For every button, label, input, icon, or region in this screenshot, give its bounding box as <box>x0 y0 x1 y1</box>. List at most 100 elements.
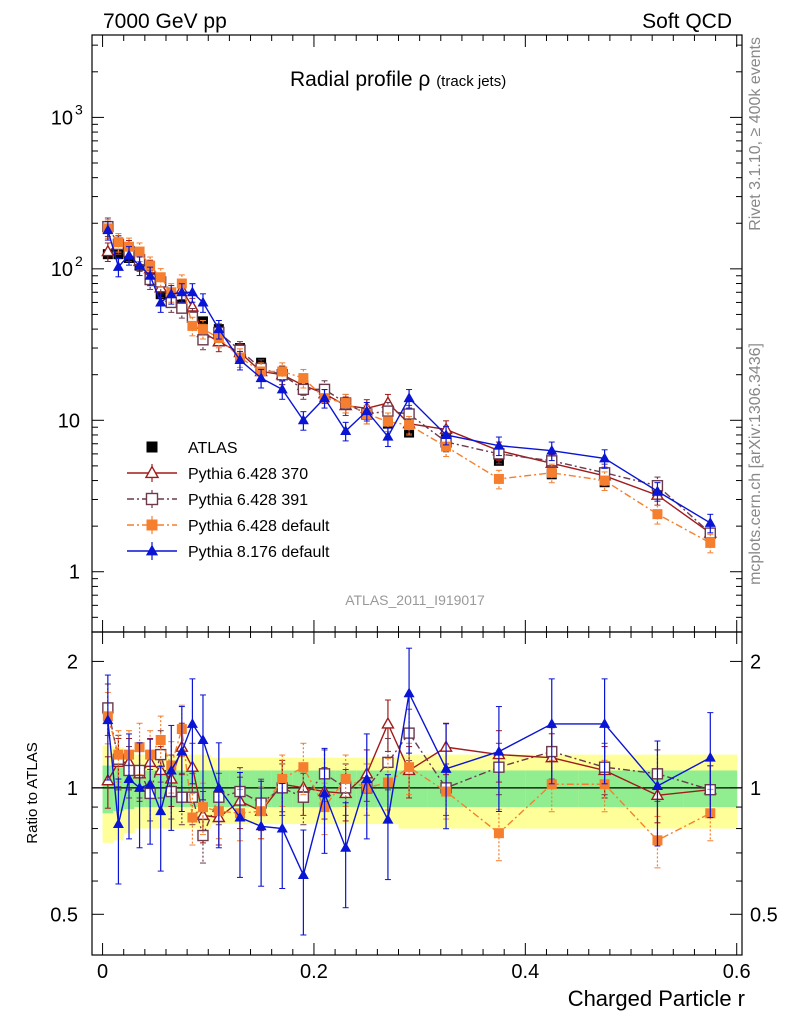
data-point <box>197 334 209 346</box>
series-line-4 <box>107 229 711 524</box>
ratio-line-3 <box>107 690 711 878</box>
data-point <box>651 485 663 496</box>
ratio-point <box>546 718 558 728</box>
data-point <box>403 408 415 420</box>
data-point <box>176 302 188 314</box>
data-point <box>704 517 716 527</box>
ratio-point <box>319 787 331 798</box>
data-point <box>276 383 288 394</box>
data-point <box>277 366 288 377</box>
data-point <box>493 473 504 484</box>
ratio-point <box>112 818 124 829</box>
ratio-point <box>440 763 452 773</box>
x-tick-label: 0.4 <box>511 961 539 983</box>
ratio-point <box>382 813 394 824</box>
data-point <box>123 249 135 260</box>
ratio-point <box>255 820 267 831</box>
x-axis-label: Charged Particle r <box>568 986 745 1011</box>
data-point <box>165 288 177 299</box>
data-point <box>187 320 198 331</box>
data-point <box>113 237 124 248</box>
rivet-label: Rivet 3.1.10, ≥ 400k events <box>747 37 764 231</box>
ratio-band-inner <box>197 770 212 808</box>
ratio-point <box>381 716 395 729</box>
ratio-point <box>276 822 288 833</box>
data-point <box>186 286 198 297</box>
ratio-point <box>704 751 716 762</box>
ratio-frame <box>91 631 743 956</box>
ratio-point <box>403 687 415 698</box>
data-point <box>382 430 394 441</box>
data-point <box>101 244 115 257</box>
legend-marker <box>145 544 159 556</box>
ratio-point <box>186 718 198 728</box>
ratio-point <box>197 829 209 842</box>
chart-title: Radial profile ρ (track jets) <box>290 68 506 91</box>
series-line-2 <box>107 226 711 534</box>
ratio-point <box>176 745 188 756</box>
data-point <box>134 246 145 257</box>
ratio-point <box>165 764 177 775</box>
ratio-y-tick-label-right: 1 <box>750 778 761 800</box>
legend-marker <box>146 441 158 453</box>
ratio-point <box>404 762 415 773</box>
legend-label: Pythia 6.428 391 <box>188 492 308 509</box>
y-tick-label: 1 <box>69 562 80 584</box>
y-tick-label: 10 <box>51 259 73 281</box>
legend-marker <box>146 519 158 531</box>
main-frame <box>91 34 743 633</box>
data-point <box>361 405 373 416</box>
analysis-label: ATLAS_2011_I919017 <box>345 592 485 608</box>
data-point <box>145 260 156 271</box>
data-point <box>382 416 393 427</box>
ratio-point <box>213 782 225 792</box>
data-point <box>319 392 331 403</box>
ratio-point <box>361 773 373 783</box>
legend-marker <box>144 465 160 479</box>
ratio-point <box>155 805 167 816</box>
y-tick-exponent: 2 <box>75 253 83 269</box>
data-point <box>234 354 246 365</box>
legend-label: Pythia 6.428 370 <box>188 466 308 483</box>
legend-label: ATLAS <box>188 440 238 457</box>
ratio-point <box>123 773 135 783</box>
data-point <box>440 429 452 439</box>
data-point <box>340 398 351 409</box>
ratio-point <box>144 778 156 789</box>
series-line-1 <box>107 243 711 534</box>
header-right: Soft QCD <box>642 10 732 33</box>
ratio-band-inner <box>398 770 429 808</box>
y-tick-label: 10 <box>51 107 73 129</box>
data-point <box>213 323 225 334</box>
data-point <box>493 439 505 450</box>
ratio-point <box>187 812 198 823</box>
ratio-y-tick-label: 0.5 <box>50 904 78 926</box>
ratio-point <box>297 869 309 880</box>
data-point <box>112 261 124 271</box>
ratio-point <box>651 780 663 791</box>
ratio-point <box>102 714 114 725</box>
ratio-point <box>297 791 310 803</box>
data-point <box>144 270 156 280</box>
data-point <box>599 475 610 486</box>
data-point <box>382 405 394 417</box>
ratio-y-tick-label: 2 <box>67 651 78 673</box>
ratio-point <box>155 734 166 745</box>
data-point <box>599 452 611 463</box>
ratio-point <box>113 749 124 760</box>
ratio-point <box>154 748 167 761</box>
data-point <box>297 414 309 425</box>
x-tick-label: 0.2 <box>300 961 328 983</box>
legend-marker <box>145 492 159 506</box>
legend-label: Pythia 6.428 default <box>188 518 330 535</box>
data-point <box>197 296 209 307</box>
mcplots-label: mcplots.cern.ch [arXiv:1306.3436] <box>747 343 764 585</box>
data-point <box>155 296 167 307</box>
data-point <box>652 509 663 520</box>
y-tick-label: 10 <box>58 410 80 432</box>
ratio-y-tick-label-right: 2 <box>750 651 761 673</box>
data-point <box>297 383 310 396</box>
data-point <box>340 425 352 435</box>
header-left: 7000 GeV pp <box>103 10 227 33</box>
